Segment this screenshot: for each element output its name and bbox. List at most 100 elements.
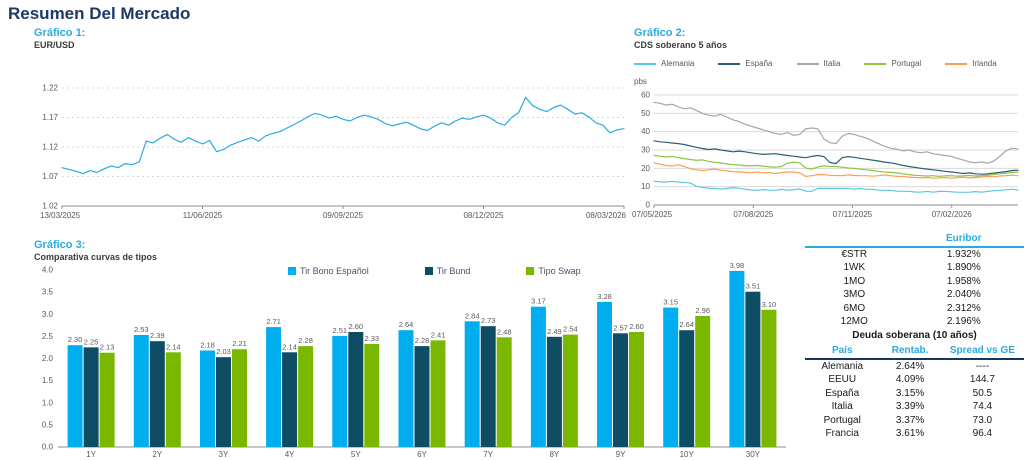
deuda-column-header: Rentab. — [879, 344, 941, 360]
bar-value-label: 2.51 — [332, 326, 347, 335]
legend-swatch — [945, 62, 968, 65]
bar-value-label: 2.73 — [481, 316, 496, 325]
legend-item-tir-bono-espa-ol: Tir Bono Español — [288, 266, 369, 276]
eurusd-line-chart: 1.02 1.07 1.12 1.17 1.22 13/03/2025 11/06/2025… — [28, 80, 628, 233]
bar-value-label: 2.14 — [282, 342, 297, 351]
bar-value-label: 2.39 — [150, 331, 165, 340]
bar-tir-bono-espa-ol-3y — [200, 350, 215, 447]
x-category-label: 6Y — [417, 450, 427, 459]
table-cell: 2.040% — [946, 289, 981, 300]
x-category-label: 2Y — [152, 450, 162, 459]
x-tick-label: 07/08/2025 — [733, 210, 774, 219]
x-category-label: 9Y — [616, 450, 626, 459]
y-tick-label: 2.0 — [42, 354, 54, 363]
table-cell: EEUU — [828, 374, 857, 385]
bar-value-label: 2.30 — [68, 335, 83, 344]
bar-tir-bund-8y — [546, 336, 562, 447]
bar-tipo-swap-9y — [629, 332, 644, 447]
bar-value-label: 3.28 — [597, 292, 612, 301]
table-cell: 1.932% — [946, 248, 981, 260]
legend-item-italia: Italia — [796, 59, 841, 68]
series-line-irlanda — [653, 162, 1019, 179]
bar-tir-bund-4y — [282, 352, 298, 447]
x-tick-label: 13/03/2025 — [40, 211, 81, 220]
y-tick-label: 1.12 — [42, 143, 58, 152]
x-tick-label: 08/03/2026 — [586, 211, 627, 220]
bar-tir-bono-espa-ol-9y — [597, 301, 612, 447]
table-cell: 6MO — [843, 302, 866, 314]
table-cell: 2.64% — [895, 360, 925, 372]
curvas-bar-chart: 0.0 0.5 1.0 1.5 2.0 2.5 3.0 3.5 4.0 2.30 2.25 2.13 1… — [28, 258, 793, 460]
legend-label: Irlanda — [972, 59, 997, 68]
bar-value-label: 2.28 — [415, 336, 430, 345]
y-tick-label: 30 — [641, 146, 650, 155]
legend-label: Portugal — [891, 59, 922, 68]
bar-value-label: 2.64 — [399, 320, 414, 329]
bar-tipo-swap-8y — [562, 334, 578, 447]
table-cell: 96.4 — [972, 428, 993, 439]
deuda-row: Portugal 3.37% 73.0 — [805, 414, 1024, 428]
series-line-portugal — [653, 154, 1019, 178]
bar-value-label: 2.60 — [348, 322, 363, 331]
bar-value-label: 3.17 — [531, 297, 546, 306]
curvas-chart-canvas: 0.0 0.5 1.0 1.5 2.0 2.5 3.0 3.5 4.0 2.30 2.252.13 1… — [42, 261, 786, 459]
bar-tir-bono-espa-ol-7y — [464, 321, 480, 447]
table-cell: 1MO — [843, 275, 866, 287]
y-tick-label: 1.17 — [42, 113, 58, 122]
y-tick-label: 40 — [641, 127, 650, 136]
legend-swatch — [718, 62, 741, 65]
legend-swatch — [424, 267, 433, 275]
bar-tir-bono-espa-ol-8y — [530, 306, 546, 447]
euribor-row: 6MO 2.312% — [805, 302, 1024, 316]
bar-tir-bono-espa-ol-6y — [398, 330, 414, 447]
bar-value-label: 2.14 — [166, 342, 181, 351]
bar-value-label: 2.25 — [84, 337, 99, 346]
legend-label: Italia — [823, 59, 841, 68]
table-cell: 3.37% — [895, 414, 925, 426]
bar-value-label: 2.60 — [629, 322, 644, 331]
legend-swatch — [526, 267, 535, 275]
bar-value-label: 2.64 — [679, 320, 694, 329]
bar-value-label: 2.57 — [613, 323, 628, 332]
bar-value-label: 2.18 — [200, 341, 215, 350]
cds-legend: Alemania España Italia Portugal Irlanda — [634, 59, 997, 68]
table-cell: 2.196% — [946, 316, 981, 327]
legend-swatch — [634, 62, 656, 65]
x-category-label: 8Y — [549, 450, 559, 459]
table-cell: 1WK — [843, 262, 866, 273]
y-tick-label: 1.22 — [42, 84, 58, 93]
table-cell: Francia — [825, 428, 859, 439]
curvas-legend: Tir Bono Español Tir Bund Tipo Swap — [288, 266, 581, 276]
bar-value-label: 2.21 — [232, 339, 247, 348]
table-cell: 74.4 — [972, 401, 993, 412]
bar-tir-bono-espa-ol-1y — [67, 345, 83, 447]
x-tick-label: 09/09/2025 — [323, 211, 364, 220]
bar-tipo-swap-5y — [364, 343, 380, 447]
euribor-row: 1MO 1.958% — [805, 275, 1024, 289]
table-cell: 1.890% — [946, 262, 981, 273]
bar-tir-bono-espa-ol-5y — [332, 335, 348, 447]
x-tick-label: 07/11/2025 — [833, 210, 873, 219]
legend-label: Tipo Swap — [538, 266, 581, 276]
y-tick-label: 3.5 — [42, 288, 54, 297]
legend-label: España — [745, 59, 773, 68]
chart1-label: Gráfico 1: — [34, 27, 86, 39]
x-tick-label: 08/12/2025 — [463, 211, 504, 220]
bar-tipo-swap-2y — [165, 352, 181, 447]
table-cell: 3.15% — [895, 387, 925, 399]
legend-swatch — [288, 267, 296, 275]
y-tick-label: 3.0 — [42, 310, 54, 319]
y-tick-label: 1.02 — [42, 202, 58, 211]
y-tick-label: 0.5 — [42, 420, 54, 429]
legend-swatch — [796, 62, 819, 65]
legend-label: Alemania — [661, 59, 695, 68]
bar-value-label: 2.54 — [563, 325, 578, 334]
x-category-label: 10Y — [680, 450, 695, 459]
legend-item-alemania: Alemania — [634, 59, 694, 68]
euribor-table: Euribor €STR 1.932% 1WK 1.890% 1MO 1.958% 3MO 2… — [805, 232, 1024, 329]
bar-value-label: 3.10 — [762, 300, 777, 309]
y-tick-label: 1.5 — [42, 376, 54, 385]
table-cell: 3.39% — [895, 401, 925, 412]
chart3-label: Gráfico 3: — [34, 239, 86, 251]
